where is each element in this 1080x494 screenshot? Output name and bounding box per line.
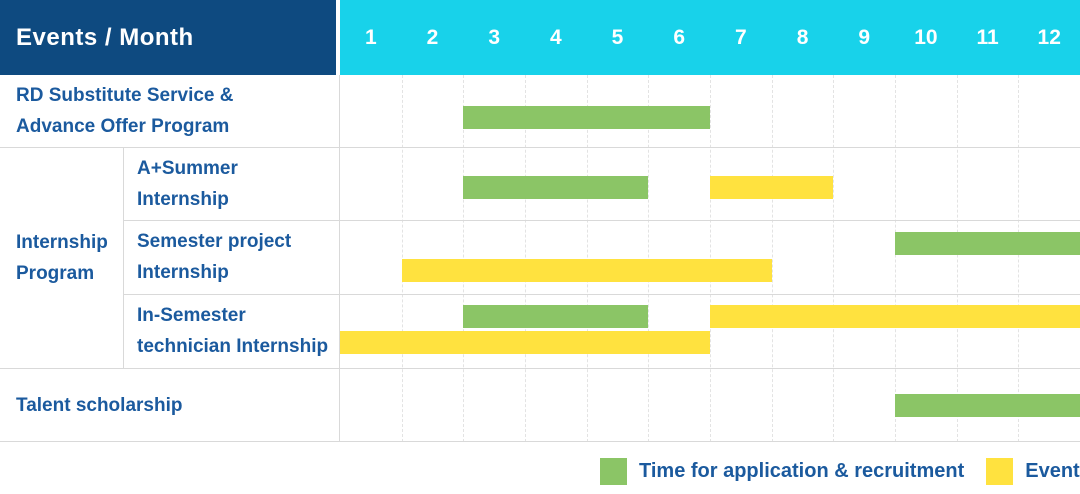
month-header-9: 9	[858, 25, 871, 49]
row-cell-a-plus-summer: A+Summer Internship	[123, 147, 340, 220]
application-recruitment-bar	[463, 106, 710, 129]
row-group-internship-program: Internship Program	[0, 147, 123, 368]
yellow-legend-swatch-icon	[986, 458, 1014, 485]
month-header-3: 3	[488, 25, 501, 49]
legend-item-application-recruitment: Time for application & recruitment	[600, 458, 964, 485]
month-grid-line	[525, 75, 526, 442]
chart-legend: Time for application & recruitment Event…	[600, 458, 1080, 485]
month-header-2: 2	[426, 25, 439, 49]
month-header-11: 11	[976, 25, 999, 49]
month-header-12: 12	[1037, 25, 1061, 49]
month-header-8: 8	[796, 25, 809, 49]
month-grid-line	[710, 75, 711, 442]
row-divider	[0, 368, 1080, 369]
month-grid-line	[833, 75, 834, 442]
month-header-1: 1	[364, 25, 377, 49]
events-bar	[401, 259, 772, 282]
events-month-header-label: Events / Month	[16, 23, 194, 51]
row-label-talent-scholarship: Talent scholarship	[16, 394, 183, 416]
month-grid-line	[402, 75, 403, 442]
table-bottom-border	[0, 441, 1080, 442]
legend-label-events: Events	[1025, 460, 1080, 482]
row-divider	[0, 147, 1080, 148]
month-grid-line	[463, 75, 464, 442]
month-header-row: 1 2 3 4 5 6 7 8 9 10 11 12	[340, 0, 1080, 75]
application-recruitment-bar	[463, 176, 649, 199]
sub-row-column-divider	[123, 147, 124, 368]
month-grid-line	[1018, 75, 1019, 442]
legend-item-events: Events	[986, 458, 1080, 485]
month-header-5: 5	[611, 25, 624, 49]
row-cell-rd-substitute: RD Substitute Service & Advance Offer Pr…	[0, 75, 340, 147]
row-label-rd-substitute: RD Substitute Service & Advance Offer Pr…	[16, 85, 234, 137]
month-grid-line	[772, 75, 773, 442]
green-legend-swatch-icon	[600, 458, 627, 485]
label-column-divider	[339, 75, 340, 442]
row-cell-semester-project: Semester project Internship	[123, 220, 340, 294]
month-grid-line	[648, 75, 649, 442]
month-header-4: 4	[550, 25, 562, 49]
month-header-6: 6	[673, 25, 686, 49]
events-month-header-cell: Events / Month	[0, 0, 336, 75]
row-divider	[123, 294, 1080, 295]
row-cell-in-semester-technician: In-Semester technician Internship	[123, 294, 340, 368]
application-recruitment-bar	[895, 232, 1080, 255]
month-grid-line	[957, 75, 958, 442]
month-header-7: 7	[735, 25, 747, 49]
events-bar	[340, 331, 710, 354]
month-grid-line	[587, 75, 588, 442]
application-recruitment-bar	[895, 394, 1080, 417]
events-bar	[710, 305, 1080, 328]
month-grid-line	[895, 75, 896, 442]
row-label-in-semester-technician: In-Semester technician Internship	[137, 305, 329, 357]
events-bar	[710, 176, 834, 199]
month-header-10: 10	[914, 25, 938, 49]
row-label-a-plus-summer: A+Summer Internship	[137, 157, 238, 210]
row-divider	[123, 220, 1080, 221]
application-recruitment-bar	[463, 305, 649, 328]
legend-label-application-recruitment: Time for application & recruitment	[639, 460, 965, 482]
row-label-semester-project: Semester project Internship	[137, 231, 292, 283]
row-group-label: Internship Program	[16, 231, 108, 284]
row-cell-talent-scholarship: Talent scholarship	[0, 368, 340, 442]
